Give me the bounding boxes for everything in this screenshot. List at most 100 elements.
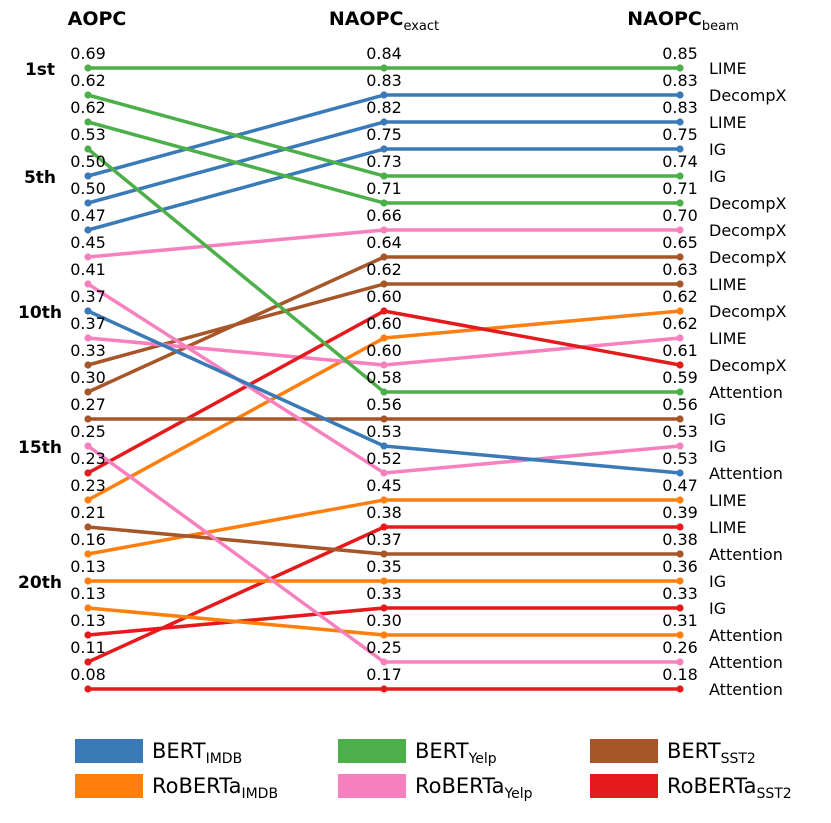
line-RoBERTa_SST2-Attention bbox=[84, 685, 684, 693]
value-label: 0.65 bbox=[662, 233, 698, 252]
value-label: 0.53 bbox=[662, 449, 698, 468]
rank-label-10th: 10th bbox=[18, 303, 62, 323]
line-marker bbox=[380, 550, 388, 558]
line-RoBERTa_Yelp-Attention bbox=[84, 442, 684, 666]
value-label: 0.75 bbox=[662, 125, 698, 144]
method-label: Attention bbox=[709, 626, 783, 645]
legend-item-BERT_SST2: BERTSST2 bbox=[590, 739, 756, 767]
line-marker bbox=[676, 118, 684, 126]
value-label: 0.13 bbox=[70, 557, 106, 576]
line-BERT_SST2-IG bbox=[84, 415, 684, 423]
column-title-sub: exact bbox=[403, 19, 439, 34]
value-label: 0.56 bbox=[662, 395, 698, 414]
value-label: 0.84 bbox=[366, 44, 402, 63]
value-label: 0.62 bbox=[70, 98, 106, 117]
slope-lines bbox=[84, 64, 684, 693]
legend-label: RoBERTaYelp bbox=[415, 774, 533, 802]
method-label: LIME bbox=[709, 491, 747, 510]
line-marker bbox=[380, 280, 388, 288]
line-marker bbox=[380, 226, 388, 234]
line-marker bbox=[676, 226, 684, 234]
value-label: 0.21 bbox=[70, 503, 106, 522]
method-label: IG bbox=[709, 167, 726, 186]
legend-swatch bbox=[590, 739, 658, 763]
value-label: 0.38 bbox=[662, 530, 698, 549]
line-BERT_IMDB-Attention bbox=[84, 307, 684, 477]
legend-item-BERT_IMDB: BERTIMDB bbox=[75, 739, 242, 767]
line-marker bbox=[380, 199, 388, 207]
value-labels: 0.69 0.62 0.62 0.53 0.50 0.50 0.47 0.45 0.41 0.37… bbox=[70, 44, 698, 684]
line-marker bbox=[380, 253, 388, 261]
line-marker bbox=[676, 307, 684, 315]
rank-label-5th: 5th bbox=[24, 168, 56, 188]
legend-label: RoBERTaSST2 bbox=[667, 774, 792, 802]
value-label: 0.33 bbox=[662, 584, 698, 603]
value-label: 0.17 bbox=[366, 665, 402, 684]
value-label: 0.41 bbox=[70, 260, 106, 279]
value-label: 0.37 bbox=[70, 314, 106, 333]
line-marker bbox=[676, 199, 684, 207]
line-marker bbox=[676, 685, 684, 693]
line-marker bbox=[676, 442, 684, 450]
line-marker bbox=[676, 253, 684, 261]
value-label: 0.63 bbox=[662, 260, 698, 279]
line-BERT_Yelp-LIME bbox=[84, 64, 684, 72]
method-label: DecompX bbox=[709, 248, 786, 267]
line-marker bbox=[84, 226, 92, 234]
value-label: 0.64 bbox=[366, 233, 402, 252]
line-marker bbox=[380, 442, 388, 450]
value-label: 0.13 bbox=[70, 611, 106, 630]
line-marker bbox=[84, 685, 92, 693]
legend-label: BERTYelp bbox=[415, 739, 497, 767]
line-marker bbox=[380, 577, 388, 585]
value-label: 0.66 bbox=[366, 206, 402, 225]
value-label: 0.26 bbox=[662, 638, 698, 657]
line-marker bbox=[84, 334, 92, 342]
column-titles: AOPC NAOPCexact NAOPCbeam bbox=[68, 8, 739, 34]
value-label: 0.60 bbox=[366, 341, 402, 360]
line-BERT_SST2-Attention bbox=[84, 523, 684, 558]
line-BERT_SST2-LIME bbox=[84, 280, 684, 369]
line-BERT_Yelp-IG bbox=[84, 91, 684, 180]
value-label: 0.08 bbox=[70, 665, 106, 684]
rank-label-20th: 20th bbox=[18, 573, 62, 593]
value-label: 0.35 bbox=[366, 557, 402, 576]
line-marker bbox=[676, 577, 684, 585]
value-label: 0.39 bbox=[662, 503, 698, 522]
line-marker bbox=[84, 442, 92, 450]
line-marker bbox=[380, 145, 388, 153]
line-marker bbox=[84, 469, 92, 477]
value-label: 0.50 bbox=[70, 179, 106, 198]
legend-swatch bbox=[590, 774, 658, 798]
line-marker bbox=[380, 361, 388, 369]
line-marker bbox=[380, 91, 388, 99]
value-label: 0.59 bbox=[662, 368, 698, 387]
line-marker bbox=[84, 118, 92, 126]
method-label: DecompX bbox=[709, 356, 786, 375]
legend-swatch bbox=[338, 774, 406, 798]
line-marker bbox=[84, 604, 92, 612]
line-marker bbox=[676, 280, 684, 288]
line-marker bbox=[84, 523, 92, 531]
value-label: 0.45 bbox=[366, 476, 402, 495]
line-marker bbox=[84, 388, 92, 396]
legend-item-RoBERTa_IMDB: RoBERTaIMDB bbox=[75, 774, 278, 802]
line-BERT_Yelp-Attention bbox=[84, 145, 684, 396]
legend-item-RoBERTa_Yelp: RoBERTaYelp bbox=[338, 774, 533, 802]
column-title-1: NAOPCexact bbox=[329, 8, 439, 34]
value-label: 0.83 bbox=[366, 71, 402, 90]
value-label: 0.83 bbox=[662, 98, 698, 117]
line-marker bbox=[380, 658, 388, 666]
value-label: 0.50 bbox=[70, 152, 106, 171]
line-marker bbox=[676, 496, 684, 504]
line-RoBERTa_Yelp-IG bbox=[84, 280, 684, 477]
value-label: 0.31 bbox=[662, 611, 698, 630]
value-label: 0.37 bbox=[366, 530, 402, 549]
line-marker bbox=[84, 253, 92, 261]
method-label: Attention bbox=[709, 545, 783, 564]
legend: BERTIMDB BERTYelp BERTSST2 RoBERTaIMDB RoBER… bbox=[75, 739, 792, 802]
value-label: 0.53 bbox=[366, 422, 402, 441]
value-label: 0.61 bbox=[662, 341, 698, 360]
line-marker bbox=[676, 64, 684, 72]
